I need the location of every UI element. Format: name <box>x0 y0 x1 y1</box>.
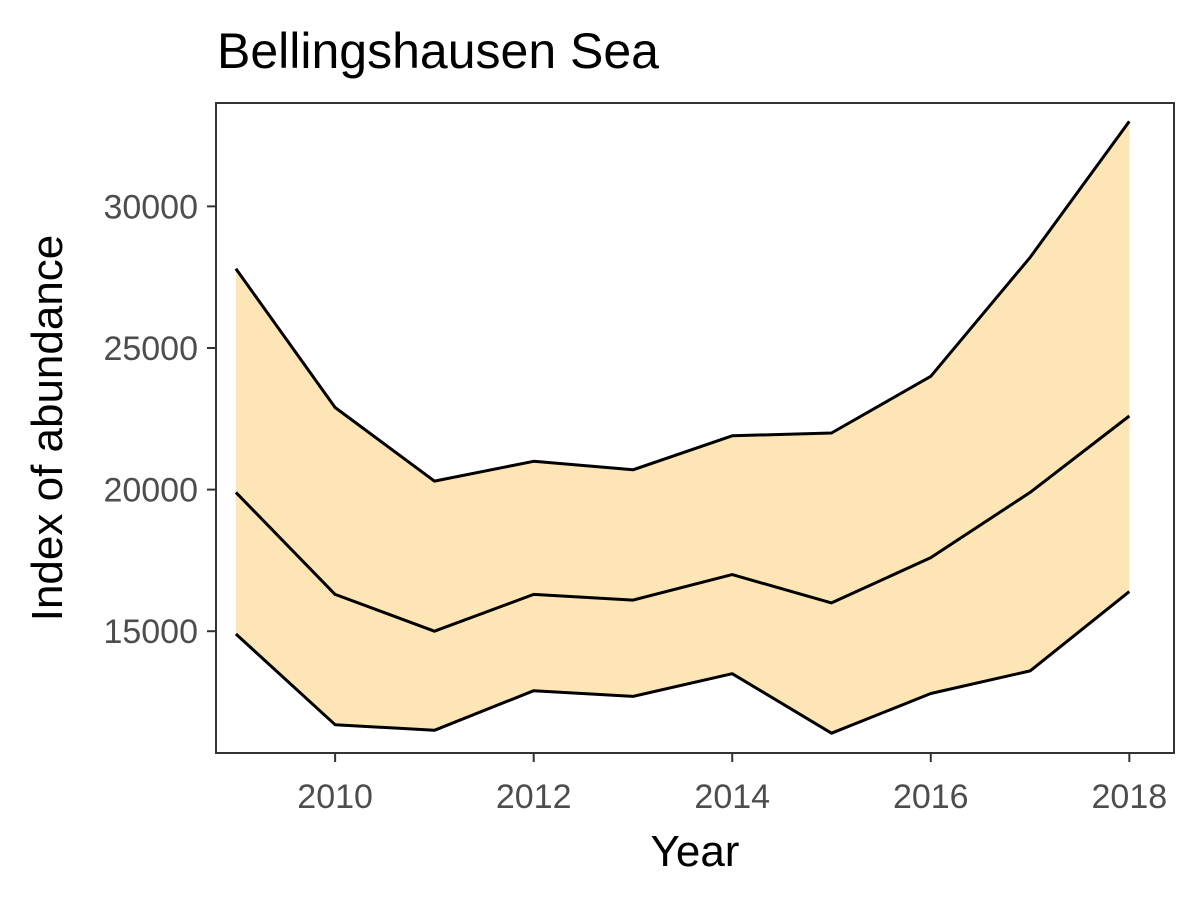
x-tick-label: 2012 <box>496 778 572 816</box>
y-tick-label: 25000 <box>103 330 198 368</box>
x-tick-label: 2018 <box>1092 778 1168 816</box>
x-axis: 2010 2012 2014 2016 2018 <box>297 753 1167 816</box>
x-axis-title: Year <box>651 827 740 876</box>
upper-bound-line <box>234 120 1131 483</box>
y-axis-title: Index of abundance <box>23 235 72 622</box>
confidence-band <box>235 121 1130 734</box>
estimate-line <box>234 414 1131 633</box>
y-axis: 15000 20000 25000 30000 <box>103 188 216 651</box>
plot-area <box>234 120 1131 735</box>
chart-title: Bellingshausen Sea <box>217 23 659 79</box>
lower-bound-line <box>234 590 1131 735</box>
x-tick-label: 2010 <box>297 778 373 816</box>
panel-border <box>215 102 1175 754</box>
y-tick-label: 15000 <box>103 613 198 651</box>
x-tick-label: 2016 <box>893 778 969 816</box>
y-tick-label: 30000 <box>103 188 198 226</box>
x-tick-label: 2014 <box>694 778 770 816</box>
y-tick-label: 20000 <box>103 472 198 510</box>
